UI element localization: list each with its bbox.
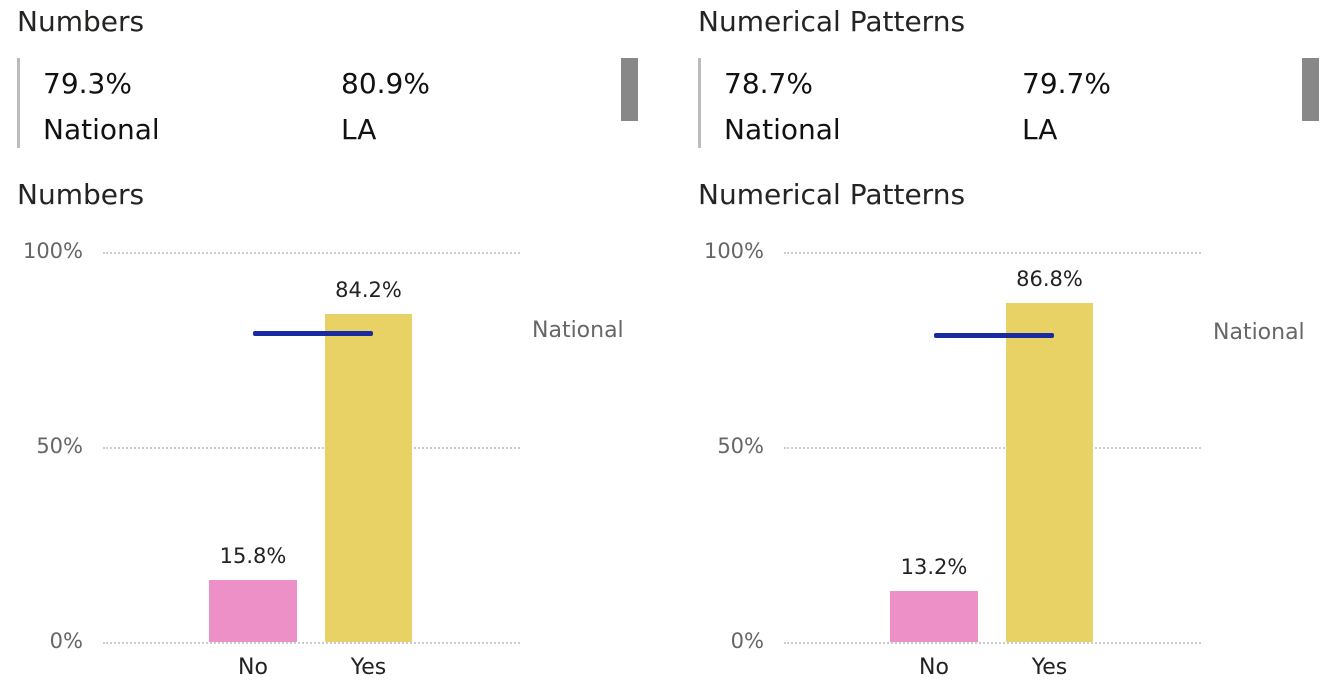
x-tick-label: No	[238, 655, 268, 680]
la-value: 80.9%	[341, 67, 430, 100]
national-line-label: National	[532, 317, 624, 343]
gridline	[103, 447, 520, 449]
x-tick-label: Yes	[1031, 655, 1068, 680]
card-title: Numerical Patterns	[698, 5, 966, 38]
la-value: 79.7%	[1022, 67, 1111, 100]
chart-title: Numerical Patterns	[698, 178, 966, 211]
national-label: National	[724, 113, 841, 146]
data-label: 84.2%	[335, 277, 402, 302]
y-tick-label: 100%	[703, 239, 764, 263]
card-title: Numbers	[17, 5, 145, 38]
panel-numerical-patterns: Numerical Patterns 78.7% National 79.7% …	[681, 0, 1326, 696]
bar-no	[209, 580, 297, 642]
x-tick-label: No	[919, 655, 949, 680]
national-label: National	[43, 113, 160, 146]
la-label: LA	[341, 113, 377, 146]
y-tick-label: 0%	[730, 629, 764, 653]
panel-numbers: Numbers 79.3% National 80.9% LA Numbers …	[0, 0, 645, 696]
gridline	[784, 447, 1201, 449]
national-line-label: National	[1213, 320, 1305, 346]
national-value: 78.7%	[724, 67, 813, 100]
gridline	[784, 642, 1201, 644]
gridline	[784, 252, 1201, 254]
national-reference-line	[253, 330, 373, 336]
bar-no	[890, 590, 978, 642]
card-divider	[17, 58, 20, 148]
la-label: LA	[1022, 113, 1058, 146]
card-divider	[698, 58, 701, 148]
data-label: 15.8%	[219, 544, 287, 569]
national-reference-line	[934, 333, 1054, 339]
data-label: 13.2%	[900, 554, 968, 579]
x-tick-label: Yes	[350, 655, 387, 680]
bar-yes	[1006, 303, 1093, 642]
y-tick-label: 50%	[717, 434, 764, 458]
national-value: 79.3%	[43, 67, 132, 100]
y-tick-label: 50%	[36, 434, 83, 458]
scrollbar-thumb[interactable]	[621, 58, 638, 121]
y-tick-label: 100%	[22, 239, 83, 263]
gridline	[103, 642, 520, 644]
gridline	[103, 252, 520, 254]
bar-yes	[325, 313, 412, 642]
y-tick-label: 0%	[49, 629, 83, 653]
data-label: 86.8%	[1016, 267, 1083, 292]
chart-title: Numbers	[17, 178, 145, 211]
scrollbar-thumb[interactable]	[1302, 58, 1319, 121]
